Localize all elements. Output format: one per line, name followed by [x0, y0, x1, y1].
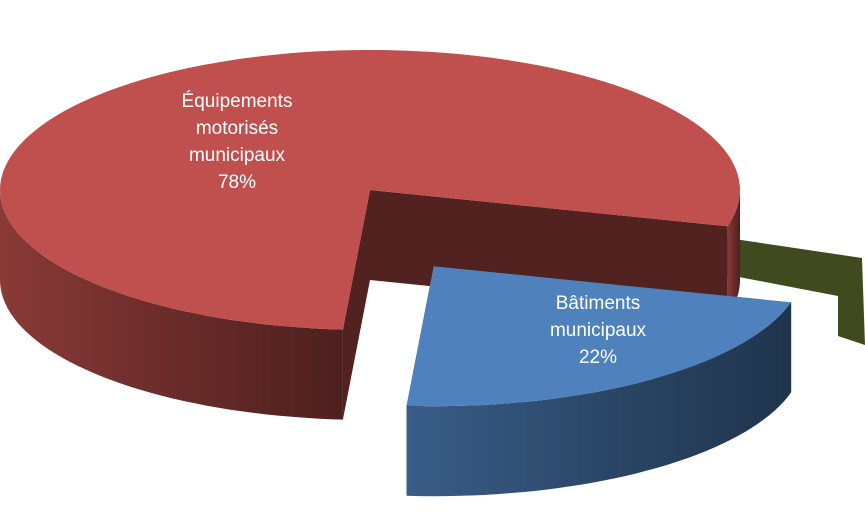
- slice-top: [0, 50, 740, 330]
- slice: [406, 266, 792, 497]
- slice-wall: [727, 190, 740, 317]
- slice-wall: [0, 190, 343, 420]
- slice-wall: [406, 302, 792, 497]
- value-label: 78%: [217, 172, 257, 193]
- slice-side: [342, 190, 370, 420]
- category-label: Équipements motorisés municipaux: [181, 91, 293, 166]
- value-label: 22%: [578, 347, 618, 368]
- data-label: Bâtiments municipaux 22%: [518, 290, 678, 371]
- category-label: Bâtiments municipaux: [549, 293, 647, 341]
- slice-top: [406, 266, 792, 407]
- data-label: Équipements motorisés municipaux 78%: [157, 88, 317, 196]
